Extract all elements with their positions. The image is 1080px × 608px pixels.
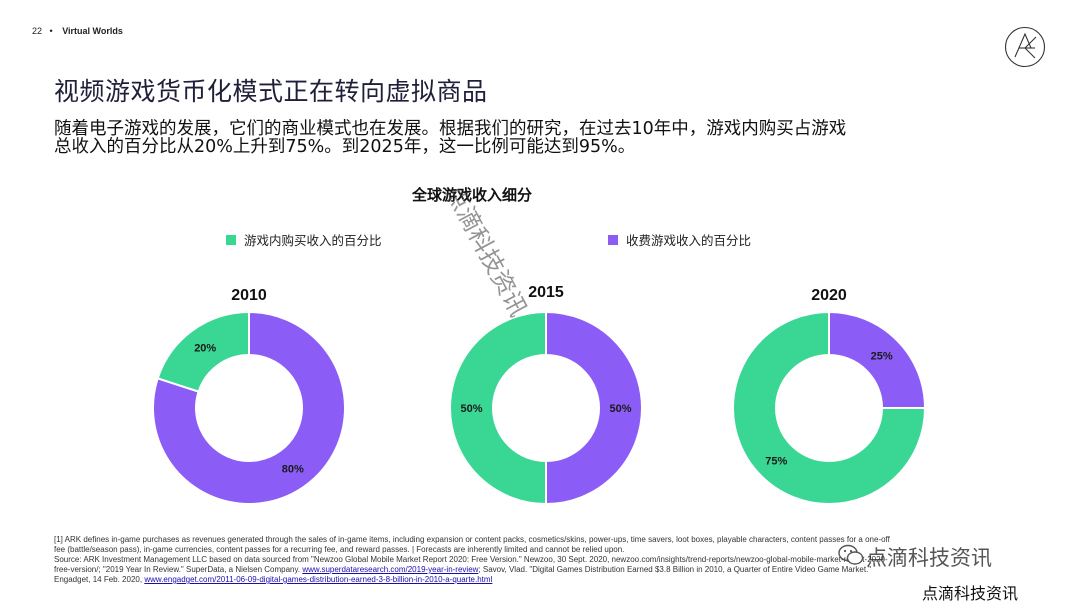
- footnote-line: Engadget, 14 Feb. 2020, www.engadget.com…: [54, 575, 1039, 585]
- slice-label: 50%: [460, 403, 482, 415]
- footnote-line: fee (battle/season pass), in-game curren…: [54, 545, 625, 554]
- legend-swatch-paid: [608, 234, 618, 245]
- footnote-text: free-version/; "2019 Year In Review." Su…: [54, 565, 301, 574]
- wechat-icon: [838, 544, 864, 565]
- engadget-link[interactable]: www.engadget.com/2011-06-09-digital-game…: [144, 575, 493, 584]
- legend-item-paid: 收费游戏收入的百分比: [608, 230, 751, 249]
- footnote-line: free-version/; "2019 Year In Review." Su…: [54, 565, 1039, 575]
- subtitle-line: 总收入的百分比从20%上升到75%。到2025年，这一比例可能达到95%。: [54, 137, 636, 157]
- legend-swatch-in-game: [226, 234, 236, 245]
- subtitle-line: 随着电子游戏的发展，它们的商业模式也在发展。根据我们的研究，在过去10年中，游戏…: [54, 119, 847, 139]
- slice-label: 25%: [871, 350, 893, 362]
- slice-label: 20%: [194, 343, 216, 355]
- slice-label: 80%: [282, 463, 304, 475]
- page-number: 22: [32, 26, 43, 36]
- chart-year-label: 2010: [231, 287, 267, 304]
- slice-label: 75%: [765, 456, 787, 468]
- footnote-line: [1] ARK defines in-game purchases as rev…: [54, 535, 890, 544]
- footnote-line: Source: ARK Investment Management LLC ba…: [54, 555, 888, 564]
- donut-slice: [152, 310, 346, 505]
- header-separator: •: [49, 26, 53, 36]
- page-subtitle: 随着电子游戏的发展，它们的商业模式也在发展。根据我们的研究，在过去10年中，游戏…: [54, 120, 994, 156]
- section-title: Virtual Worlds: [62, 26, 123, 36]
- donut-slice: [545, 310, 643, 506]
- brand-corner: 点滴科技资讯: [922, 584, 1019, 603]
- donut-slice: [732, 310, 927, 505]
- footnote-text: Engadget, 14 Feb. 2020,: [54, 575, 143, 584]
- donut-slice: [156, 310, 250, 393]
- header-bar: 22 • Virtual Worlds: [32, 26, 123, 36]
- superdata-link[interactable]: www.superdataresearch.com/2019-year-in-r…: [302, 565, 479, 574]
- chart-title: 全球游戏收入细分: [411, 186, 532, 204]
- donut-slice: [449, 310, 547, 506]
- chart-year-label: 2020: [811, 287, 847, 304]
- legend-label-paid: 收费游戏收入的百分比: [626, 233, 752, 248]
- chart-year-label: 2015: [528, 284, 564, 301]
- slice-label: 50%: [609, 403, 631, 415]
- footnote-text: ; Savov, Vlad. "Digital Games Distributi…: [478, 565, 872, 574]
- legend-label-in-game: 游戏内购买收入的百分比: [244, 233, 382, 248]
- page-title: 视频游戏货币化模式正在转向虚拟商品: [54, 77, 488, 106]
- footnote: [1] ARK defines in-game purchases as rev…: [54, 535, 1039, 585]
- ark-logo-icon: [1004, 26, 1046, 68]
- brand-overlay: 点滴科技资讯: [866, 546, 992, 570]
- legend-item-in-game: 游戏内购买收入的百分比: [226, 230, 382, 249]
- donut-slice: [828, 310, 927, 409]
